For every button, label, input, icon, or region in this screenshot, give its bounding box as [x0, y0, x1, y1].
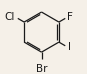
Text: F: F [67, 12, 73, 22]
Text: I: I [68, 42, 71, 52]
Text: Br: Br [36, 63, 47, 73]
Text: Cl: Cl [5, 12, 15, 22]
